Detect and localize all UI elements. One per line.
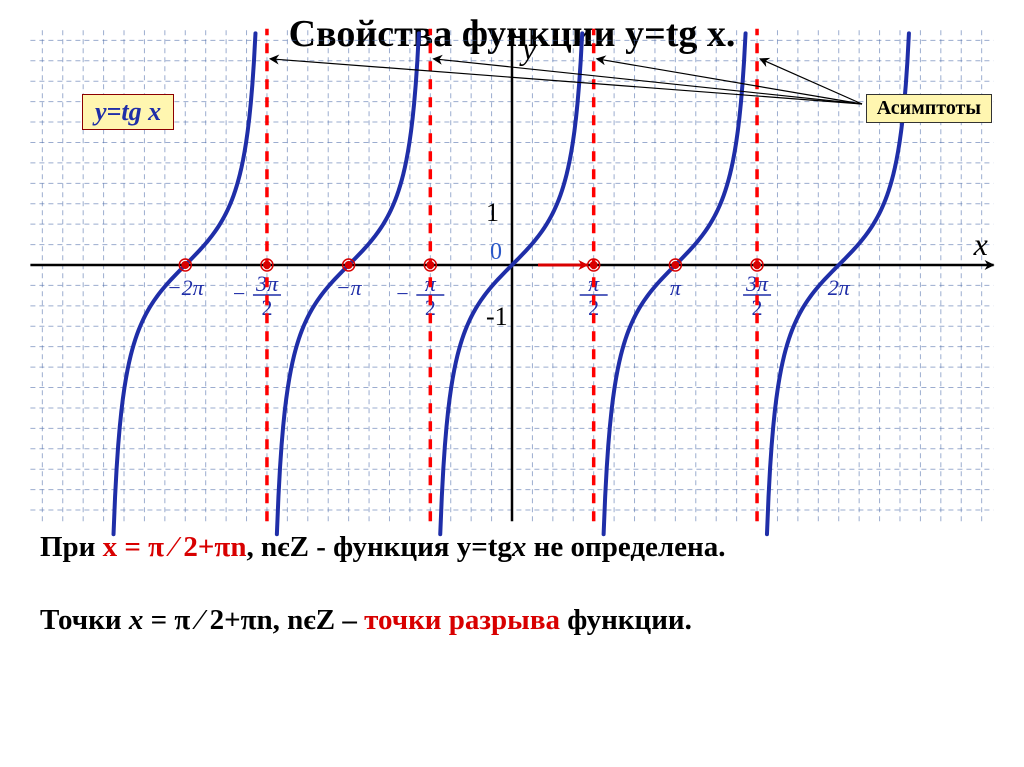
- caption-block: При x = π ∕ 2+πn, nєZ - функция y=tgx не…: [40, 520, 984, 648]
- function-label-box: y=tg x: [82, 94, 174, 130]
- svg-text:−π: −π: [336, 275, 363, 300]
- svg-text:π: π: [670, 275, 682, 300]
- caption-line-1: При x = π ∕ 2+πn, nєZ - функция y=tgx не…: [40, 520, 984, 575]
- svg-text:-1: -1: [486, 302, 508, 331]
- svg-text:−: −: [395, 281, 410, 306]
- caption-line-2: Точки x = π ∕ 2+πn, nєZ – точки разрыва …: [40, 593, 984, 648]
- svg-text:0: 0: [490, 239, 502, 265]
- tangent-plot: xy01-1−2π−3π2−π−π2π2π3π22π: [72, 60, 952, 490]
- svg-text:x: x: [973, 226, 988, 262]
- svg-text:2π: 2π: [828, 275, 851, 300]
- svg-text:y: y: [519, 30, 537, 66]
- chart-container: y=tg x Асимптоты xy01-1−2π−3π2−π−π2π2π3π…: [72, 60, 952, 490]
- asymptote-label-box: Асимптоты: [866, 94, 992, 123]
- svg-text:−: −: [232, 281, 247, 306]
- svg-text:1: 1: [486, 198, 499, 227]
